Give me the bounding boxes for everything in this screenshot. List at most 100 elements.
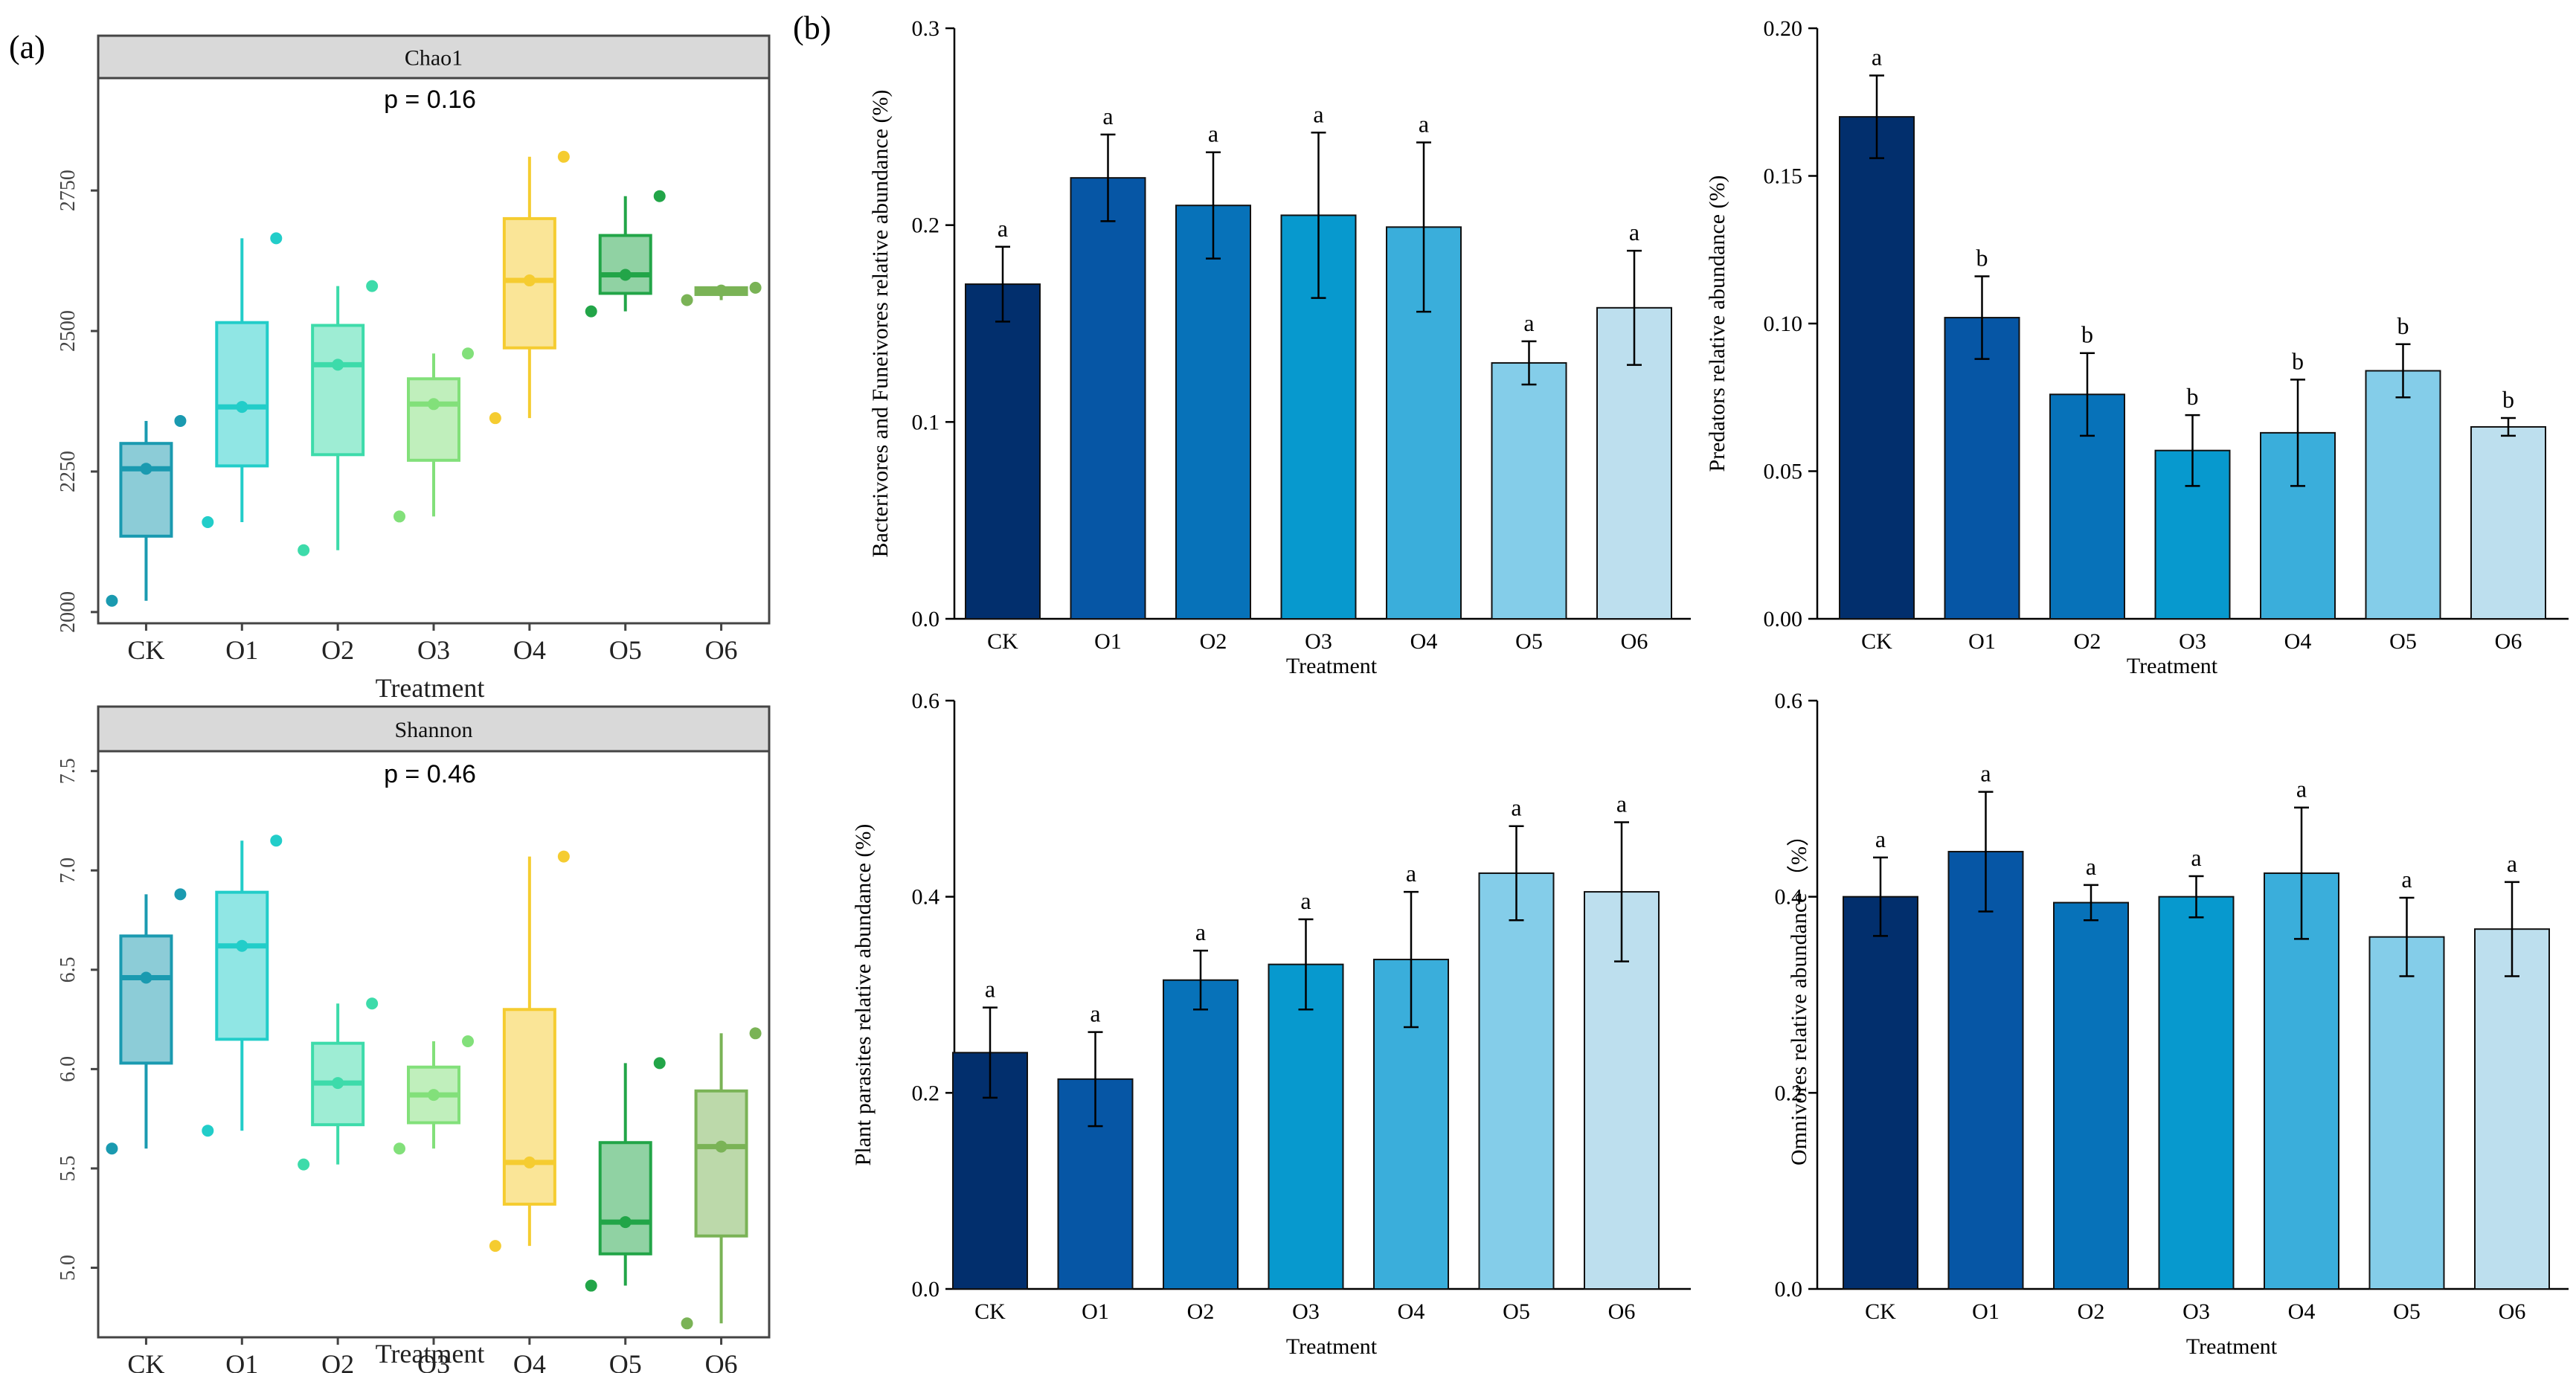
- y-tick-label: 5.5: [57, 1155, 80, 1181]
- bar: [1268, 963, 1344, 1290]
- y-tick-label: 2000: [57, 591, 80, 633]
- x-tick-label: O5: [1503, 1299, 1530, 1324]
- bar-group-o6: b: [2470, 386, 2546, 620]
- bar: [1944, 317, 2020, 620]
- data-point: [681, 1317, 693, 1330]
- box-iqr: [311, 324, 365, 457]
- bar: [1070, 177, 1146, 620]
- box-iqr: [215, 890, 269, 1041]
- data-point: [394, 1142, 405, 1155]
- y-tick-label: 0.6: [912, 689, 940, 713]
- panel-a-label: (a): [9, 29, 45, 65]
- significance-letter: a: [985, 976, 995, 1003]
- significance-letter: a: [1616, 790, 1627, 817]
- y-tick-label: 0.6: [1775, 689, 1803, 713]
- bar-group-ck: a: [1839, 44, 1915, 620]
- x-tick-label: O5: [609, 1349, 642, 1373]
- data-point: [140, 971, 152, 984]
- x-tick-label: O1: [1094, 629, 1122, 654]
- x-axis-label: Treatment: [2127, 654, 2218, 678]
- data-point: [619, 269, 632, 281]
- box-iqr: [598, 1141, 652, 1255]
- significance-letter: a: [1195, 919, 1206, 945]
- significance-letter: b: [2292, 347, 2304, 374]
- x-tick-label: O1: [1972, 1299, 2000, 1324]
- box-o5: [585, 1057, 666, 1292]
- data-point: [366, 280, 379, 292]
- bar: [1491, 361, 1567, 620]
- y-axis-label: Plant parasites relative abundance (%): [851, 824, 876, 1166]
- bar-group-o5: a: [2368, 866, 2445, 1290]
- significance-letter: a: [1300, 887, 1311, 914]
- bar-group-o6: a: [2474, 850, 2550, 1290]
- y-tick-label: 2250: [57, 451, 80, 492]
- y-axis-label: Bacterivores and Funeivores relative abu…: [868, 90, 893, 558]
- data-point: [428, 398, 440, 411]
- x-tick-label: O2: [321, 635, 354, 665]
- data-point: [332, 1077, 344, 1090]
- significance-letter: b: [1976, 244, 1988, 271]
- x-tick-label: O2: [1187, 1299, 1215, 1324]
- shannon-box-plot: Shannon p = 0.46 5.0 5.5 6.0 6.5 7.0 7.5 CK O1 O2 O…: [57, 705, 771, 1373]
- bar: [965, 283, 1041, 620]
- x-tick-label: O4: [2284, 629, 2312, 654]
- y-tick-label: 0.4: [1775, 885, 1803, 910]
- x-tick-label: O4: [1410, 629, 1438, 654]
- data-point: [749, 281, 762, 294]
- data-point: [332, 358, 344, 371]
- data-point: [523, 1156, 536, 1168]
- box-o2: [298, 997, 379, 1171]
- bar-group-o4: a: [1373, 860, 1449, 1290]
- bar: [2264, 872, 2339, 1290]
- y-tick-label: 0.2: [912, 213, 940, 238]
- data-point: [270, 232, 283, 245]
- data-point: [749, 1027, 762, 1040]
- y-tick-label: 2750: [57, 170, 80, 211]
- data-point: [557, 850, 570, 863]
- x-tick-label: CK: [974, 1299, 1006, 1324]
- y-tick-label: 7.5: [57, 758, 80, 784]
- bar-group-o1: a: [1070, 103, 1146, 620]
- x-tick-label: CK: [127, 1349, 164, 1373]
- significance-letter: a: [1523, 309, 1534, 336]
- bar-group-o3: b: [2154, 383, 2231, 620]
- data-point: [585, 1279, 597, 1292]
- bar-group-o4: b: [2260, 347, 2336, 620]
- x-tick-label: CK: [127, 635, 164, 665]
- bar: [1163, 979, 1239, 1290]
- y-tick-label: 5.0: [57, 1255, 80, 1281]
- bar: [1839, 116, 1915, 620]
- significance-letter: b: [2081, 321, 2093, 348]
- y-tick-label: 6.5: [57, 956, 80, 983]
- significance-letter: b: [2397, 312, 2409, 339]
- data-point: [298, 544, 310, 556]
- data-point: [202, 515, 214, 528]
- x-axis-label: Treatment: [1286, 654, 1378, 678]
- x-tick-label: O3: [2182, 1299, 2210, 1324]
- x-tick-label: O4: [513, 635, 546, 665]
- x-tick-label: O1: [225, 1349, 258, 1373]
- significance-letter: a: [1629, 219, 1639, 245]
- box-o6: [681, 1027, 762, 1330]
- box-o4: [489, 850, 570, 1253]
- significance-letter: a: [1419, 111, 1429, 138]
- bar-group-o2: b: [2049, 321, 2125, 620]
- bar-group-o6: a: [1596, 219, 1672, 620]
- y-tick-label: 0.10: [1764, 312, 1803, 336]
- box-o6: [681, 281, 762, 306]
- significance-letter: a: [1313, 100, 1323, 127]
- plant-parasites-bar-chart: 0.0 0.2 0.4 0.6 a CK a O1 a O2 a O3 a O4 a O5 a O6 Treatme…: [851, 689, 1691, 1359]
- box-ck: [106, 888, 187, 1155]
- data-point: [394, 510, 405, 523]
- x-tick-label: O5: [1515, 629, 1543, 654]
- box-ck: [106, 414, 187, 607]
- bar-group-o4: a: [2264, 776, 2339, 1290]
- bar-group-o5: a: [1478, 794, 1555, 1290]
- box-o3: [394, 1035, 474, 1155]
- x-tick-label: O5: [2393, 1299, 2421, 1324]
- x-tick-label: O2: [2074, 629, 2101, 654]
- data-point: [174, 888, 187, 901]
- y-tick-label: 0.0: [912, 1277, 940, 1302]
- x-tick-label: O2: [321, 1349, 354, 1373]
